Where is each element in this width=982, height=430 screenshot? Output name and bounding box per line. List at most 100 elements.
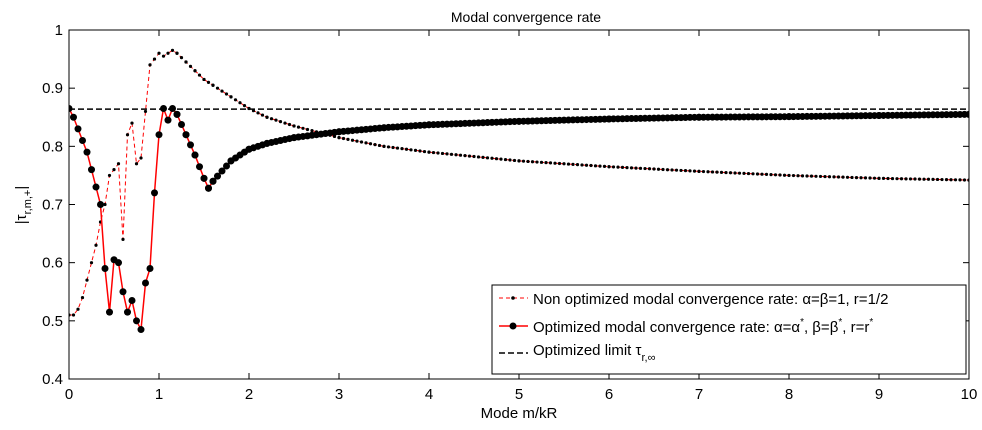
series-point <box>719 170 724 174</box>
series-point <box>611 165 616 169</box>
series-point <box>233 98 238 102</box>
series-point <box>589 163 593 168</box>
series-point <box>899 177 904 181</box>
series-point <box>809 174 814 178</box>
series-point <box>724 170 728 175</box>
y-tick-label: 0.5 <box>42 313 63 330</box>
series-point <box>88 166 95 174</box>
series-point <box>517 159 521 163</box>
legend-limit-label: Optimized limit τ <box>533 342 642 359</box>
series-point <box>760 172 764 176</box>
series-point <box>616 165 620 169</box>
series-point <box>377 143 382 148</box>
series-point <box>692 169 697 173</box>
series-point <box>602 164 607 169</box>
series-point <box>944 178 949 182</box>
y-axis-label-main: |τ <box>13 214 30 224</box>
series-point <box>539 160 544 164</box>
series-point <box>80 295 85 300</box>
series-point <box>155 131 163 139</box>
series-point <box>965 110 969 118</box>
series-point <box>566 162 571 166</box>
series-point <box>121 237 125 241</box>
series-point <box>854 175 859 180</box>
series-point <box>764 172 769 176</box>
series-point <box>355 139 359 143</box>
series-line <box>69 49 969 316</box>
series-point <box>166 51 170 55</box>
chart-title: Modal convergence rate <box>451 9 601 25</box>
series-point <box>436 151 440 155</box>
series-point <box>214 172 221 180</box>
series-point <box>274 118 278 122</box>
x-tick-label: 0 <box>65 386 73 403</box>
series-point <box>535 160 539 164</box>
series-point <box>751 172 755 176</box>
series-point <box>400 147 404 151</box>
legend-optimized-r: , r=r <box>842 319 869 336</box>
legend-optimized-beta-star: * <box>838 317 842 328</box>
series-point <box>89 261 94 265</box>
series-point <box>575 163 580 167</box>
y-axis-label-close: | <box>13 186 30 190</box>
series-point <box>440 151 445 156</box>
series-point <box>508 158 512 162</box>
series-point <box>170 48 175 52</box>
series-point <box>179 56 184 60</box>
series-point <box>827 175 832 179</box>
legend-entry-optimized: Optimized modal convergence rate: α=α*, … <box>499 317 873 336</box>
series-point <box>670 168 674 172</box>
series-point <box>940 177 944 182</box>
series-layer <box>69 48 969 334</box>
series-point <box>620 165 625 169</box>
series-point <box>841 175 845 179</box>
series-point <box>679 168 683 173</box>
series-point <box>115 259 122 267</box>
series-point <box>101 264 109 272</box>
series-point <box>836 175 841 179</box>
y-axis-label: |τr,m,+| <box>13 186 34 225</box>
series-0 <box>69 48 969 317</box>
series-point <box>193 69 197 73</box>
series-point <box>427 150 431 154</box>
series-point <box>151 189 158 197</box>
series-point <box>79 137 86 145</box>
series-point <box>958 178 962 182</box>
series-point <box>346 137 350 141</box>
legend-entry-non-optimized: Non optimized modal convergence rate: α=… <box>499 291 888 308</box>
series-point <box>124 308 131 316</box>
series-point <box>188 64 193 68</box>
series-point <box>674 168 679 172</box>
y-tick-label: 0.9 <box>42 80 63 97</box>
series-point <box>638 166 643 170</box>
series-point <box>886 176 890 181</box>
series-point <box>890 176 895 181</box>
series-point <box>850 175 854 180</box>
series-point <box>431 150 436 155</box>
x-tick-label: 2 <box>245 386 253 403</box>
series-point <box>74 125 82 133</box>
series-point <box>386 145 391 149</box>
series-point <box>373 142 377 147</box>
series-point <box>872 176 877 180</box>
series-point <box>953 178 958 182</box>
series-point <box>148 63 152 67</box>
series-point <box>182 131 190 139</box>
series-point <box>157 51 161 55</box>
series-point <box>211 83 215 87</box>
series-point <box>796 174 800 178</box>
series-point <box>341 136 346 141</box>
svg-text:Optimized modal convergence ra: Optimized modal convergence rate: α=α*, … <box>533 317 873 336</box>
series-point <box>418 149 422 153</box>
series-point <box>134 162 139 166</box>
series-point <box>256 111 260 115</box>
y-axis: 0.4 0.5 0.6 0.7 0.8 0.9 1 <box>42 22 969 388</box>
series-point <box>85 278 89 282</box>
series-point <box>218 167 226 175</box>
series-point <box>598 164 602 168</box>
svg-text:Non optimized modal convergenc: Non optimized modal convergence rate: α=… <box>533 291 888 308</box>
series-point <box>106 308 113 316</box>
series-point <box>359 140 364 144</box>
svg-text:Optimized limit τr,∞: Optimized limit τr,∞ <box>533 342 655 364</box>
